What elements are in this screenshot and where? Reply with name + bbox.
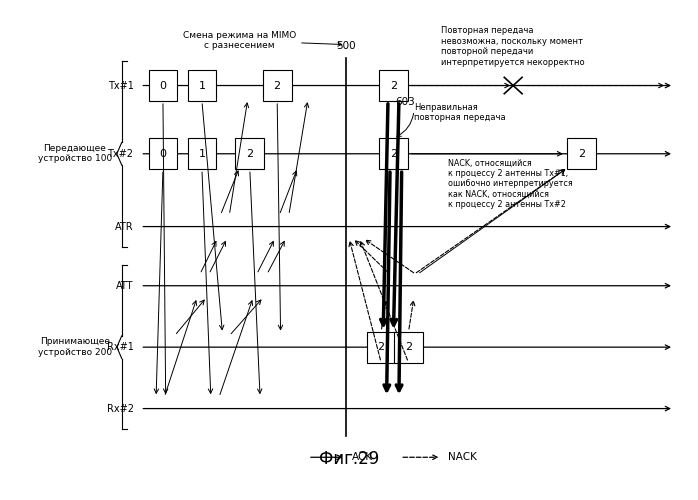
Text: Фиг.29: Фиг.29 bbox=[319, 450, 379, 468]
Bar bbox=[379, 138, 408, 169]
Bar bbox=[235, 138, 264, 169]
Text: Rx#2: Rx#2 bbox=[107, 404, 133, 413]
Text: 2: 2 bbox=[274, 80, 281, 90]
Text: ACK: ACK bbox=[352, 452, 373, 462]
Text: Rx#1: Rx#1 bbox=[107, 342, 133, 352]
Text: 0: 0 bbox=[159, 149, 166, 159]
Text: Смена режима на MIMO
с разнесением: Смена режима на MIMO с разнесением bbox=[183, 31, 342, 50]
Text: Неправильная
повторная передача: Неправильная повторная передача bbox=[414, 103, 505, 122]
Text: ATR: ATR bbox=[115, 222, 133, 232]
Text: NACK: NACK bbox=[448, 452, 477, 462]
Text: 2: 2 bbox=[578, 149, 585, 159]
Bar bbox=[149, 138, 177, 169]
Text: 1: 1 bbox=[198, 80, 205, 90]
Bar bbox=[567, 138, 596, 169]
Bar bbox=[366, 332, 396, 362]
Bar bbox=[394, 332, 423, 362]
Text: 603: 603 bbox=[396, 97, 415, 107]
Text: ATT: ATT bbox=[116, 280, 133, 290]
Text: Принимающее
устройство 200: Принимающее устройство 200 bbox=[38, 338, 112, 357]
Bar bbox=[379, 70, 408, 101]
Bar bbox=[188, 70, 216, 101]
Bar bbox=[149, 70, 177, 101]
Text: 2: 2 bbox=[405, 342, 412, 352]
Bar bbox=[188, 138, 216, 169]
Text: NACK, относящийся
к процессу 2 антенны Tx#1,
ошибочно интерпретируется
как NACK,: NACK, относящийся к процессу 2 антенны T… bbox=[448, 158, 573, 209]
Bar bbox=[263, 70, 292, 101]
Text: 500: 500 bbox=[336, 42, 355, 51]
Text: 2: 2 bbox=[378, 342, 385, 352]
Text: 2: 2 bbox=[390, 149, 397, 159]
Text: 2: 2 bbox=[246, 149, 253, 159]
Text: 2: 2 bbox=[390, 80, 397, 90]
Text: Повторная передача
невозможна, поскольку момент
повторной передачи
интерпретируе: Повторная передача невозможна, поскольку… bbox=[441, 26, 585, 66]
Text: 1: 1 bbox=[198, 149, 205, 159]
Text: 0: 0 bbox=[159, 80, 166, 90]
Text: Передающее
устройство 100: Передающее устройство 100 bbox=[38, 144, 112, 164]
Text: Tx#1: Tx#1 bbox=[107, 80, 133, 90]
Text: Tx#2: Tx#2 bbox=[107, 149, 133, 159]
